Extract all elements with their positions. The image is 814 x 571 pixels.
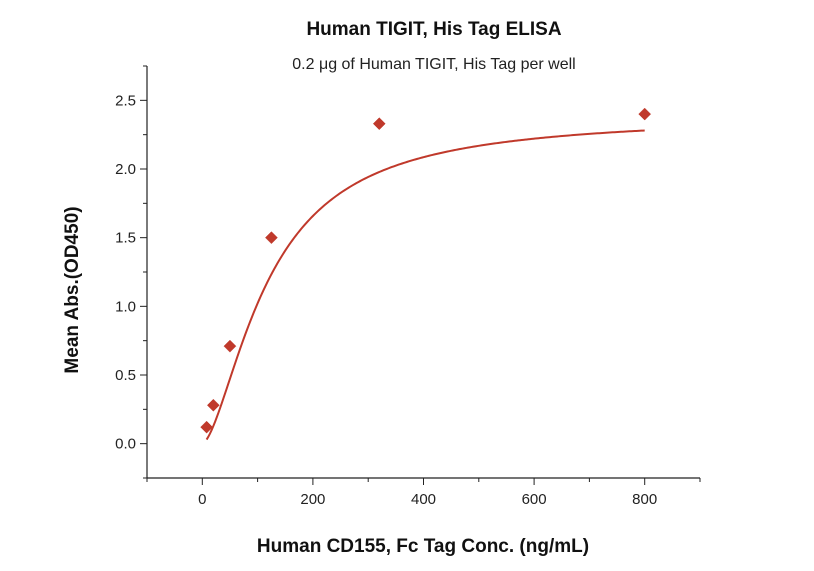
data-point (265, 231, 278, 245)
y-tick-label: 1.0 (115, 298, 136, 315)
data-points (200, 107, 652, 434)
data-point (638, 107, 652, 121)
y-axis-label: Mean Abs.(OD450) (62, 206, 83, 373)
fit-curve-layer (205, 129, 645, 441)
y-tick-label: 1.5 (115, 230, 136, 247)
data-point (200, 420, 213, 434)
data-point (372, 117, 386, 131)
fit-curve (205, 129, 645, 441)
y-tick-label: 2.0 (115, 161, 136, 178)
x-tick-label: 0 (198, 491, 206, 508)
x-tick-label: 800 (632, 491, 657, 508)
y-tick-label: 0.0 (115, 436, 136, 453)
ticks: 0.0 0.5 1.0 1.5 2.0 2.5 0 200 400 600 800 (115, 65, 701, 508)
chart-subtitle: 0.2 μg of Human TIGIT, His Tag per well (292, 56, 575, 73)
axes (146, 66, 700, 479)
x-tick-label: 200 (300, 491, 325, 508)
x-tick-label: 400 (411, 491, 436, 508)
y-tick-label: 2.5 (115, 92, 136, 109)
x-axis-label: Human CD155, Fc Tag Conc. (ng/mL) (257, 536, 589, 557)
y-tick-label: 0.5 (115, 367, 136, 384)
chart-title: Human TIGIT, His Tag ELISA (306, 19, 561, 40)
data-point (207, 398, 220, 412)
x-tick-label: 600 (522, 491, 547, 508)
data-point (223, 339, 237, 353)
